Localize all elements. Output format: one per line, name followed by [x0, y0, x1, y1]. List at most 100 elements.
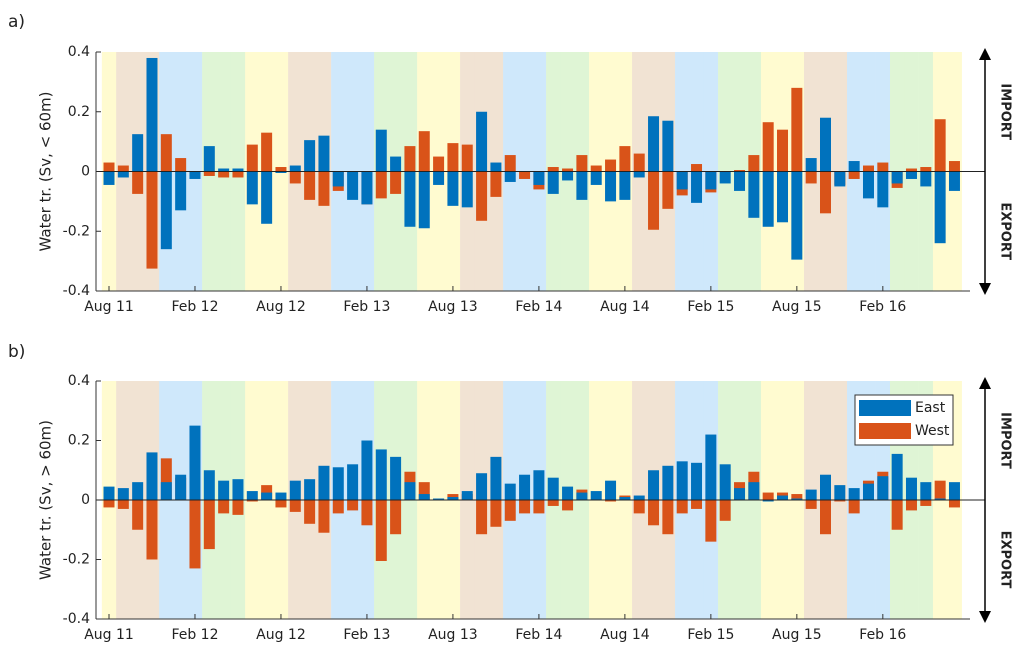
- bar: [605, 159, 617, 172]
- bar: [418, 171, 430, 229]
- bar: [146, 57, 158, 172]
- bar: [605, 171, 617, 202]
- bar: [404, 171, 416, 227]
- panel-label: b): [8, 342, 25, 362]
- bar: [175, 158, 187, 172]
- bar: [705, 171, 717, 190]
- bar: [734, 171, 746, 191]
- bar: [877, 476, 889, 500]
- y-tick-label: -0.4: [63, 283, 90, 299]
- x-tick-label: Aug 12: [256, 627, 306, 643]
- bar: [777, 495, 789, 500]
- bar: [562, 486, 574, 500]
- bar: [820, 500, 831, 535]
- bar: [232, 168, 244, 172]
- arrow-head: [979, 377, 991, 389]
- bar: [304, 479, 316, 500]
- bar: [791, 87, 803, 172]
- x-tick-label: Feb 16: [859, 299, 906, 315]
- bar: [762, 122, 774, 172]
- bar: [619, 497, 631, 500]
- bar: [891, 453, 903, 500]
- y-tick-label: -0.2: [63, 223, 90, 239]
- bar: [862, 165, 874, 172]
- export-label: EXPORT: [998, 531, 1013, 589]
- panel: a) Water tr. (Sv, < 60m) -0.4 -0.2 0 0.2 0.4 Au…: [8, 12, 1013, 315]
- bar: [777, 171, 789, 223]
- bar: [547, 167, 559, 172]
- bar: [590, 165, 602, 172]
- bar: [648, 470, 660, 500]
- bar: [103, 162, 115, 172]
- bar: [117, 500, 129, 509]
- bar: [203, 146, 215, 172]
- bar: [132, 134, 144, 172]
- bar: [719, 464, 731, 500]
- bar: [547, 477, 559, 500]
- bar: [920, 171, 932, 187]
- bar: [834, 485, 846, 500]
- bar: [160, 482, 172, 500]
- bar: [734, 488, 746, 500]
- bar: [877, 171, 889, 208]
- bar: [762, 500, 774, 502]
- bar: [633, 500, 645, 514]
- bar: [447, 143, 459, 172]
- x-tick-label: Aug 13: [428, 627, 478, 643]
- bar: [476, 500, 488, 535]
- bar: [948, 171, 960, 191]
- bar: [332, 500, 344, 514]
- bar: [948, 482, 960, 500]
- bar: [547, 500, 559, 506]
- bar: [203, 500, 215, 550]
- x-tick-label: Feb 12: [171, 627, 218, 643]
- bar: [103, 171, 115, 185]
- bar: [590, 491, 602, 500]
- arrow-head: [979, 611, 991, 623]
- bar: [547, 171, 559, 194]
- bar: [117, 488, 129, 500]
- import-label: IMPORT: [998, 83, 1013, 140]
- bar: [175, 474, 187, 500]
- y-tick-label: 0.2: [68, 433, 90, 449]
- bar: [791, 494, 803, 500]
- bar: [246, 491, 258, 500]
- x-tick-label: Feb 15: [687, 627, 734, 643]
- bar: [246, 171, 258, 205]
- bar: [103, 500, 115, 508]
- bar: [777, 129, 789, 172]
- bar: [805, 171, 817, 184]
- bar: [447, 171, 459, 206]
- bar: [504, 500, 516, 521]
- bar: [705, 500, 717, 542]
- bar: [304, 500, 316, 524]
- bar: [820, 171, 831, 214]
- bar: [504, 171, 516, 182]
- bar: [848, 488, 860, 500]
- bar: [791, 171, 803, 260]
- bar: [648, 171, 660, 230]
- legend-label: West: [915, 423, 950, 439]
- y-tick-label: 0.4: [68, 373, 90, 389]
- bar: [805, 500, 817, 509]
- bar: [619, 171, 631, 200]
- bar: [633, 153, 645, 172]
- bar: [332, 467, 344, 500]
- bar: [275, 167, 287, 172]
- bar: [504, 155, 516, 172]
- bar: [132, 500, 144, 530]
- bar: [318, 465, 330, 500]
- bar: [476, 171, 488, 221]
- bar: [848, 500, 860, 514]
- bar: [848, 161, 860, 172]
- x-tick-label: Feb 15: [687, 299, 734, 315]
- bar: [418, 131, 430, 172]
- bar: [862, 171, 874, 199]
- bar: [361, 440, 373, 500]
- export-label: EXPORT: [998, 202, 1013, 260]
- bar: [576, 492, 588, 500]
- bar: [404, 146, 416, 172]
- bar: [261, 492, 273, 500]
- bar: [461, 491, 473, 500]
- bar: [418, 494, 430, 500]
